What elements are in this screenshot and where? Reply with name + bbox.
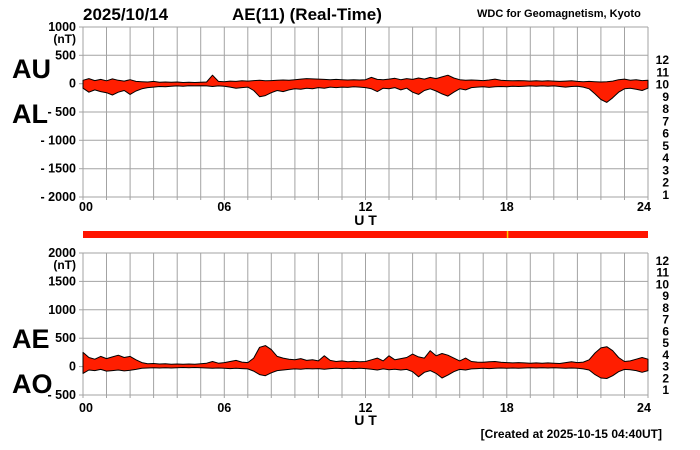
au-al-ytick: - 1000 [41, 133, 76, 147]
au-al-ytick: - 2000 [41, 190, 76, 204]
ae-ao-ytick: - 500 [48, 388, 77, 402]
au-al-xtick: 12 [359, 200, 373, 214]
created-timestamp: [Created at 2025-10-15 04:40UT] [480, 427, 662, 441]
ao-index-label: AO [12, 369, 53, 399]
station-number-6: 6 [662, 324, 669, 338]
au-al-band [82, 74, 649, 103]
station-number-2: 2 [662, 176, 669, 190]
ae-ao-ytick: 0 [69, 360, 76, 374]
ae-ao-xtick: 06 [217, 401, 231, 415]
data-source-label: WDC for Geomagnetism, Kyoto [477, 8, 641, 20]
au-index-label: AU [12, 54, 51, 84]
station-number-9: 9 [662, 90, 669, 104]
ae-ao-ut-label: U T [354, 412, 377, 428]
ae-ao-xtick: 12 [359, 401, 373, 415]
ae-ao-ytick: 500 [55, 331, 76, 345]
ae-ao-grid [79, 252, 649, 398]
ae-index-label: AE [12, 324, 50, 354]
ae-ao-ytick: 1500 [48, 274, 76, 288]
station-number-4: 4 [662, 151, 669, 165]
station-number-5: 5 [662, 336, 669, 350]
au-al-xtick: 00 [79, 200, 93, 214]
station-number-11: 11 [656, 266, 669, 280]
station-number-10: 10 [656, 78, 670, 92]
station-number-3: 3 [662, 360, 669, 374]
station-number-12: 12 [656, 254, 670, 268]
station-number-4: 4 [662, 348, 669, 362]
station-number-8: 8 [662, 301, 669, 315]
availability-marker [506, 231, 509, 238]
ae-ao-ytick: 2000 [48, 246, 76, 260]
data-availability-bar [83, 231, 648, 238]
au-al-xtick: 24 [637, 200, 651, 214]
station-number-11: 11 [656, 65, 669, 79]
ae-ao-xtick: 00 [79, 401, 93, 415]
au-al-ytick: 0 [69, 77, 76, 91]
station-number-7: 7 [662, 114, 669, 128]
ae-ao-xtick: 18 [500, 401, 514, 415]
au-al-ytick: 1000 [48, 20, 76, 34]
station-number-8: 8 [662, 102, 669, 116]
ae-ao-band [82, 345, 649, 379]
ae-ao-ytick-labels: 2000 1500 1000 500 0 - 500 (nT) [48, 246, 77, 402]
station-number-9: 9 [662, 289, 669, 303]
au-al-grid [79, 26, 649, 200]
plot-title: AE(11) (Real-Time) [232, 5, 382, 24]
ae-ao-unit-label: (nT) [53, 258, 76, 272]
station-number-3: 3 [662, 163, 669, 177]
au-al-unit-label: (nT) [53, 32, 76, 46]
station-number-12: 12 [656, 53, 670, 67]
au-al-ytick-labels: 1000 500 0 - 500 - 1000 - 1500 - 2000 (nT) [41, 20, 77, 204]
au-al-ytick: - 1500 [41, 162, 76, 176]
ae-ao-xtick: 24 [637, 401, 651, 415]
au-al-xtick-labels: 00 06 12 18 24 U T [79, 200, 651, 228]
au-al-ytick: - 500 [48, 105, 77, 119]
station-number-10: 10 [656, 278, 670, 292]
au-al-ytick: 500 [55, 48, 76, 62]
station-number-1: 1 [662, 383, 669, 397]
au-al-xtick: 18 [500, 200, 514, 214]
station-number-6: 6 [662, 127, 669, 141]
station-number-1: 1 [662, 188, 669, 202]
au-al-ut-label: U T [354, 212, 377, 228]
station-number-2: 2 [662, 371, 669, 385]
station-number-5: 5 [662, 139, 669, 153]
plot-date: 2025/10/14 [83, 5, 169, 24]
station-number-7: 7 [662, 313, 669, 327]
ae-ao-ytick: 1000 [48, 303, 76, 317]
ae-ao-xtick-labels: 00 06 12 18 24 U T [79, 401, 651, 428]
al-index-label: AL [12, 99, 48, 129]
au-al-xtick: 06 [217, 200, 231, 214]
